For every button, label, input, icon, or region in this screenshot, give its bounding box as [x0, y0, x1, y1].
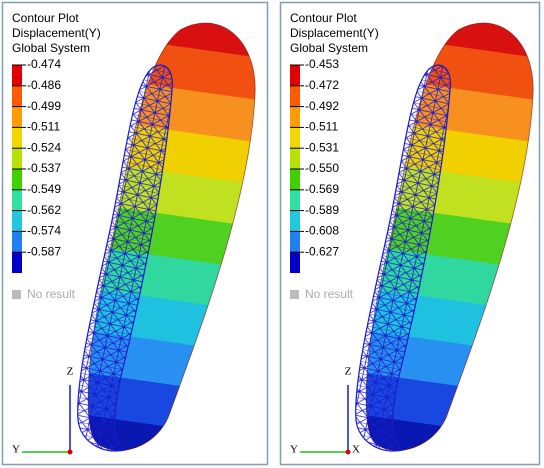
legend-value: -0.549	[27, 182, 61, 196]
legend-value: -0.550	[305, 161, 339, 175]
legend-swatch	[12, 106, 22, 128]
legend-value: -0.589	[305, 203, 339, 217]
legend-swatch	[290, 85, 300, 107]
axis-origin	[67, 449, 73, 455]
legend-value: -0.627	[305, 244, 339, 258]
legend-value: -0.474	[27, 57, 61, 71]
legend-value: -0.531	[305, 140, 339, 154]
legend-value: -0.492	[305, 99, 339, 113]
legend-value: -0.574	[27, 224, 61, 238]
axis-label: Y	[12, 444, 20, 456]
contour-band	[88, 22, 256, 68]
legend-swatch	[12, 65, 22, 86]
legend-value: -0.453	[305, 57, 339, 71]
legend-value: -0.511	[27, 120, 60, 134]
legend-value: -0.472	[305, 78, 339, 92]
legend-swatch	[290, 106, 300, 128]
legend-swatch	[12, 85, 22, 107]
legend-swatch	[12, 148, 22, 169]
no-result-swatch	[290, 290, 299, 299]
legend-title: Displacement(Y)	[290, 26, 379, 40]
axis-label: Z	[67, 366, 74, 378]
legend-swatch	[290, 252, 300, 273]
axis-label: Z	[345, 366, 352, 378]
contour-band	[366, 22, 534, 68]
legend-title: Contour Plot	[290, 11, 357, 25]
legend-swatch	[12, 169, 22, 190]
axis-label: Y	[290, 444, 298, 456]
legend-swatch	[12, 127, 22, 149]
legend-title: Displacement(Y)	[12, 26, 101, 40]
legend-swatch	[290, 169, 300, 190]
axis-label: X	[352, 444, 360, 456]
no-result: No result	[27, 287, 76, 301]
legend-title: Global System	[12, 41, 90, 55]
legend-swatch	[290, 210, 300, 232]
legend-value: -0.562	[27, 203, 61, 217]
no-result: No result	[305, 287, 354, 301]
legend-value: -0.511	[305, 120, 338, 134]
contour-band	[88, 405, 256, 451]
legend-swatch	[290, 65, 300, 86]
legend-swatch	[290, 189, 300, 211]
no-result-swatch	[12, 290, 21, 299]
legend-value: -0.608	[305, 224, 339, 238]
axis-origin	[345, 449, 351, 455]
legend-swatch	[12, 231, 22, 253]
legend-swatch	[290, 148, 300, 169]
contour-band	[366, 405, 534, 451]
legend-swatch	[12, 210, 22, 232]
mesh	[77, 64, 173, 452]
legend-title: Global System	[290, 41, 368, 55]
legend-value: -0.569	[305, 182, 339, 196]
legend-swatch	[12, 189, 22, 211]
legend-swatch	[290, 127, 300, 149]
legend-value: -0.537	[27, 161, 61, 175]
mesh	[355, 64, 451, 452]
legend-swatch	[290, 231, 300, 253]
legend-value: -0.499	[27, 99, 61, 113]
legend-value: -0.524	[27, 140, 61, 154]
legend-swatch	[12, 252, 22, 273]
legend-title: Contour Plot	[12, 11, 79, 25]
legend-value: -0.486	[27, 78, 61, 92]
legend-value: -0.587	[27, 244, 61, 258]
